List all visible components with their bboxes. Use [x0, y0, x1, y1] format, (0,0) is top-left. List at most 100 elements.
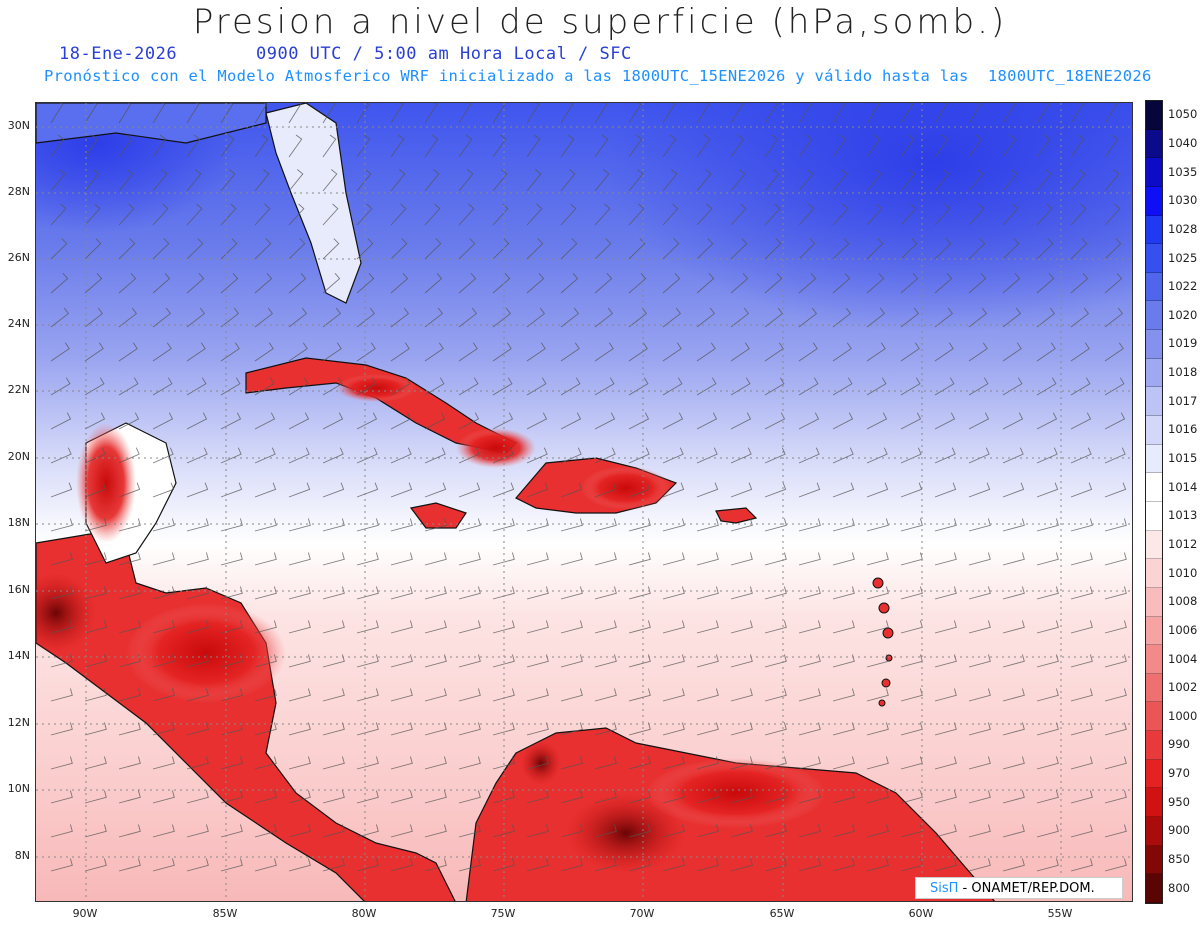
wind-barb [560, 238, 578, 260]
colorbar-segment [1146, 129, 1162, 159]
credit-org: - ONAMET/REP.DOM. [958, 881, 1095, 896]
wind-barb [458, 688, 481, 702]
wind-barb [288, 586, 311, 600]
wind-barb [900, 342, 920, 362]
wind-barb [1070, 203, 1087, 226]
wind-barb [1002, 722, 1025, 736]
wind-barb [968, 552, 991, 566]
wind-barb [1070, 858, 1093, 872]
lat-label: 26N [7, 251, 30, 264]
colorbar-segment [1146, 272, 1162, 302]
wind-barb [1002, 342, 1022, 362]
wind-barb [186, 518, 209, 532]
wind-barb [1104, 518, 1127, 532]
wind-barb [1002, 518, 1025, 532]
wind-barb [1002, 824, 1025, 838]
wind-barb [1070, 790, 1093, 804]
wind-barb [492, 824, 515, 838]
wind-barb [866, 342, 886, 362]
wind-barb [220, 518, 243, 532]
wind-barb [934, 552, 957, 566]
wind-barb [492, 688, 515, 702]
mexico-low [76, 423, 136, 543]
wind-barb [968, 103, 982, 124]
wind-barb [390, 103, 404, 124]
wind-barb [934, 377, 955, 396]
wind-barb [798, 482, 821, 498]
wind-barb [424, 586, 447, 600]
wind-barb [152, 552, 175, 566]
wind-barb [696, 134, 711, 158]
wind-barb [866, 620, 889, 634]
wind-barb [424, 273, 443, 294]
wind-barb [492, 238, 510, 260]
wind-barb [1036, 858, 1059, 872]
wind-barb [764, 518, 787, 532]
wind-barb [1104, 307, 1124, 328]
wind-barb [560, 342, 580, 362]
wind-barb [730, 620, 753, 634]
wind-barb [356, 134, 371, 158]
wind-barb [662, 103, 676, 124]
wind-barb [118, 377, 139, 396]
wind-barb [1104, 169, 1120, 192]
wind-barb [662, 586, 685, 600]
wind-barb [152, 654, 175, 668]
wind-barb [50, 756, 73, 770]
wind-barb [118, 103, 132, 124]
wind-barb [832, 586, 855, 600]
wind-barb [662, 447, 684, 464]
wind-barb [730, 238, 748, 260]
wind-barb [1002, 307, 1022, 328]
wind-barb [1070, 447, 1092, 464]
wind-barb [390, 482, 413, 498]
wind-barb [390, 688, 413, 702]
wind-barb [390, 756, 413, 770]
wind-barb [696, 722, 719, 736]
wind-barb [220, 824, 243, 838]
lon-label: 80W [351, 907, 377, 920]
wind-barb [1036, 447, 1058, 464]
colorbar-label: 1002 [1168, 680, 1198, 695]
wind-barb [526, 412, 548, 430]
wind-barb [50, 620, 73, 634]
wind-barb [934, 482, 957, 498]
wind-barb [526, 620, 549, 634]
wind-barb [118, 342, 138, 362]
wind-barb [730, 552, 753, 566]
wind-barb [118, 447, 140, 464]
wind-barb [1070, 377, 1091, 396]
wind-barb [220, 103, 234, 124]
wind-barb [968, 620, 991, 634]
wind-barb [186, 586, 209, 600]
wind-barb [866, 412, 888, 430]
wind-barb [764, 342, 784, 362]
wind-barb [764, 203, 781, 226]
wind-barb [288, 169, 304, 192]
wind-barb [458, 518, 481, 532]
wind-barb [594, 134, 609, 158]
wind-barb [390, 307, 410, 328]
wind-barb [526, 307, 546, 328]
colorbar-segment [1146, 530, 1162, 560]
dr-low [581, 466, 671, 510]
wind-barb [1104, 238, 1122, 260]
wind-barb [288, 790, 311, 804]
wind-barb [186, 307, 206, 328]
wind-barb [322, 342, 342, 362]
wind-barb [934, 203, 951, 226]
wind-barb [84, 342, 104, 362]
wind-barb [934, 722, 957, 736]
wind-barb [118, 756, 141, 770]
wind-barb [662, 790, 685, 804]
wind-barb [832, 756, 855, 770]
wind-barb [424, 858, 447, 872]
wind-barb [526, 586, 549, 600]
wind-barb [458, 722, 481, 736]
wind-barb [798, 586, 821, 600]
wind-barb [50, 203, 67, 226]
wind-barb [322, 103, 336, 124]
wind-barb [424, 342, 444, 362]
wind-barb [934, 518, 957, 532]
wind-barb [50, 447, 72, 464]
